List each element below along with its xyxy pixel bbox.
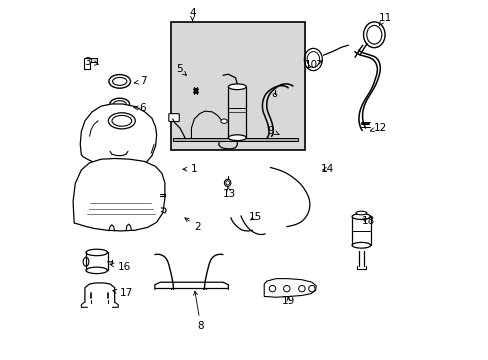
Text: 2: 2 — [184, 218, 201, 231]
Text: 16: 16 — [110, 262, 131, 272]
Circle shape — [298, 285, 305, 292]
Text: 17: 17 — [113, 288, 133, 298]
Ellipse shape — [112, 77, 126, 85]
Ellipse shape — [351, 242, 370, 248]
Text: 8: 8 — [193, 291, 203, 331]
Text: 6: 6 — [133, 103, 145, 113]
Ellipse shape — [108, 113, 135, 129]
Ellipse shape — [113, 101, 126, 107]
FancyBboxPatch shape — [168, 114, 179, 122]
Text: 4: 4 — [189, 8, 195, 21]
Ellipse shape — [224, 179, 230, 186]
Text: 19: 19 — [282, 296, 295, 306]
Ellipse shape — [109, 75, 130, 88]
Ellipse shape — [112, 116, 131, 126]
Ellipse shape — [83, 257, 89, 266]
Ellipse shape — [363, 22, 384, 48]
Polygon shape — [73, 158, 164, 231]
Text: 12: 12 — [369, 123, 386, 133]
Ellipse shape — [110, 98, 129, 110]
Text: 3: 3 — [84, 57, 98, 67]
Ellipse shape — [86, 267, 107, 274]
Circle shape — [283, 285, 289, 292]
Circle shape — [308, 285, 314, 292]
Text: 11: 11 — [378, 13, 391, 26]
Polygon shape — [264, 279, 316, 297]
Bar — [171, 22, 305, 149]
Ellipse shape — [273, 94, 276, 96]
Text: 10: 10 — [304, 60, 321, 70]
Text: 5: 5 — [176, 64, 186, 75]
Text: 14: 14 — [320, 164, 333, 174]
Text: 15: 15 — [248, 212, 262, 221]
Ellipse shape — [86, 249, 107, 256]
Text: 13: 13 — [223, 186, 236, 199]
Text: 18: 18 — [361, 216, 374, 226]
Ellipse shape — [228, 84, 246, 90]
Polygon shape — [172, 138, 298, 141]
Text: 7: 7 — [134, 76, 146, 86]
Polygon shape — [91, 58, 97, 62]
Ellipse shape — [221, 119, 227, 123]
Ellipse shape — [351, 214, 370, 220]
Ellipse shape — [366, 26, 381, 44]
Polygon shape — [83, 58, 97, 69]
Ellipse shape — [355, 211, 366, 215]
Circle shape — [269, 285, 275, 292]
Text: 1: 1 — [183, 164, 197, 174]
Ellipse shape — [228, 135, 246, 140]
Polygon shape — [80, 104, 156, 170]
Text: 9: 9 — [266, 126, 279, 135]
Ellipse shape — [225, 181, 229, 185]
